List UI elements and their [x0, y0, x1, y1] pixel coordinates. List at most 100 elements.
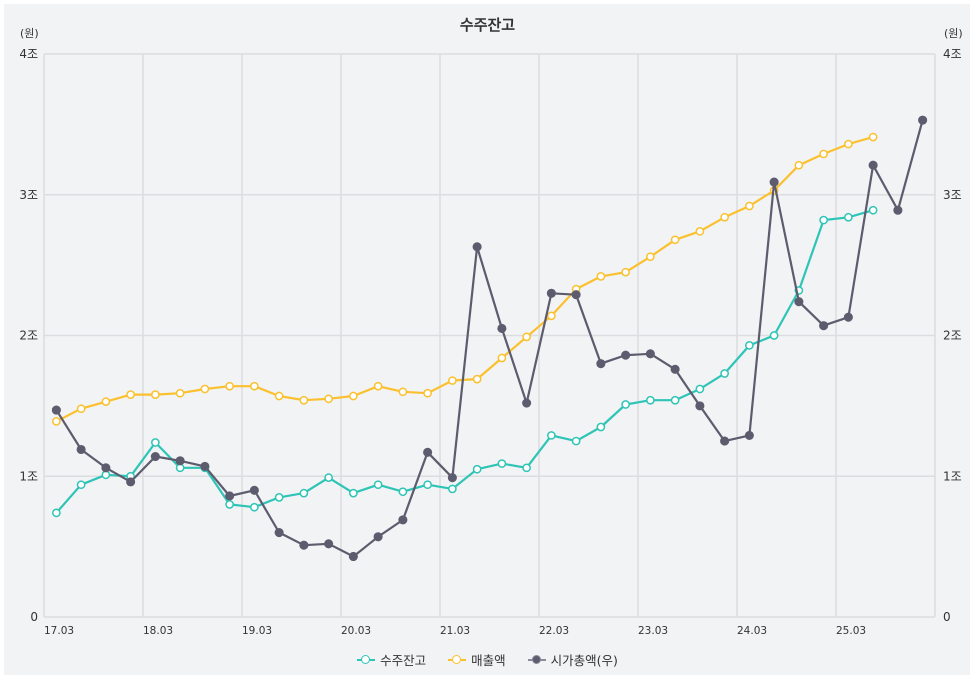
right-y-tick-label: 3조: [943, 188, 962, 202]
right-y-tick-label: 4조: [943, 47, 962, 61]
data-point: [744, 430, 754, 440]
data-point: [126, 477, 136, 487]
series-line: [55, 119, 924, 558]
legend-label: 수주잔고: [380, 653, 427, 668]
data-point: [373, 480, 383, 490]
right-y-tick-label: 1조: [943, 469, 962, 483]
data-point: [448, 484, 457, 494]
data-point: [249, 485, 259, 495]
data-point: [448, 376, 457, 385]
data-point: [893, 205, 903, 215]
data-point: [349, 391, 358, 401]
series-line: [55, 135, 874, 423]
data-point: [695, 384, 705, 394]
data-point: [769, 177, 779, 187]
data-point: [324, 539, 334, 549]
data-point: [373, 532, 383, 542]
data-point: [547, 311, 556, 321]
data-point: [868, 205, 878, 215]
left-y-tick-label: 2조: [19, 329, 38, 343]
data-point: [769, 331, 779, 340]
left-axis-unit: (원): [20, 27, 39, 40]
x-tick-label: 18.03: [143, 625, 173, 637]
data-point: [150, 451, 160, 462]
legend: 수주잔고 매출액 시가총액(우): [0, 650, 975, 669]
data-point: [175, 388, 185, 398]
data-point: [844, 139, 853, 149]
data-point: [670, 235, 680, 245]
data-point: [51, 405, 61, 415]
data-point: [175, 456, 185, 466]
data-point: [844, 212, 853, 222]
data-point: [200, 461, 210, 471]
left-y-tick-label: 3조: [19, 188, 38, 202]
x-tick-label: 24.03: [737, 625, 767, 637]
data-point: [299, 540, 309, 550]
data-point: [596, 359, 606, 369]
x-tick-label: 20.03: [341, 625, 371, 637]
left-y-tick-label: 0: [30, 610, 38, 624]
data-point: [472, 242, 482, 252]
data-point: [423, 480, 432, 490]
data-point: [274, 391, 284, 401]
data-point: [225, 381, 234, 391]
data-point: [547, 431, 556, 440]
series-line: [55, 209, 874, 514]
data-point: [819, 215, 828, 225]
data-point: [274, 493, 284, 502]
data-point: [621, 350, 631, 360]
data-point: [101, 463, 111, 473]
left-y-tick-label: 1조: [19, 469, 38, 483]
x-tick-label: 17.03: [44, 625, 74, 637]
data-point: [151, 390, 160, 399]
data-point: [621, 400, 630, 409]
data-point: [398, 515, 408, 525]
left-y-tick-label: 4조: [19, 47, 38, 61]
data-point: [745, 341, 754, 350]
data-point: [225, 491, 235, 501]
data-point: [646, 252, 655, 262]
data-point: [819, 321, 829, 331]
data-point: [497, 459, 507, 468]
data-point: [423, 388, 432, 398]
data-point: [571, 436, 581, 446]
x-tick-label: 21.03: [440, 625, 470, 637]
data-point: [225, 500, 234, 509]
legend-label: 시가총액(우): [550, 653, 618, 668]
data-point: [497, 353, 507, 363]
x-tick-label: 22.03: [539, 625, 569, 637]
chart-title: 수주잔고: [459, 16, 516, 34]
data-point: [819, 149, 828, 159]
data-point: [126, 390, 135, 399]
filled-circle-marker-icon: [527, 654, 546, 665]
data-point: [745, 201, 754, 211]
data-point: [720, 369, 729, 378]
x-tick-label: 19.03: [242, 625, 272, 637]
data-point: [571, 290, 581, 300]
data-point: [423, 447, 433, 457]
data-point: [76, 480, 86, 490]
legend-item-sales[interactable]: 매출액: [448, 650, 506, 669]
data-point: [720, 212, 729, 222]
data-point: [200, 384, 210, 394]
legend-item-backlog[interactable]: 수주잔고: [357, 650, 426, 669]
hollow-circle-marker-icon: [448, 654, 467, 665]
data-point: [497, 323, 507, 334]
data-point: [398, 487, 408, 497]
legend-item-market-cap[interactable]: 시가총액(우): [527, 650, 618, 669]
data-point: [522, 463, 531, 473]
series-0: [52, 205, 878, 518]
data-point: [918, 115, 928, 125]
data-point: [720, 436, 730, 446]
data-point: [76, 444, 86, 455]
data-point: [348, 551, 358, 562]
data-point: [398, 387, 408, 397]
data-point: [274, 528, 284, 538]
data-point: [670, 364, 680, 374]
data-point: [472, 464, 482, 474]
right-y-tick-label: 2조: [943, 329, 962, 343]
chart-panel: [4, 4, 970, 675]
data-point: [621, 267, 630, 277]
data-point: [101, 397, 111, 407]
